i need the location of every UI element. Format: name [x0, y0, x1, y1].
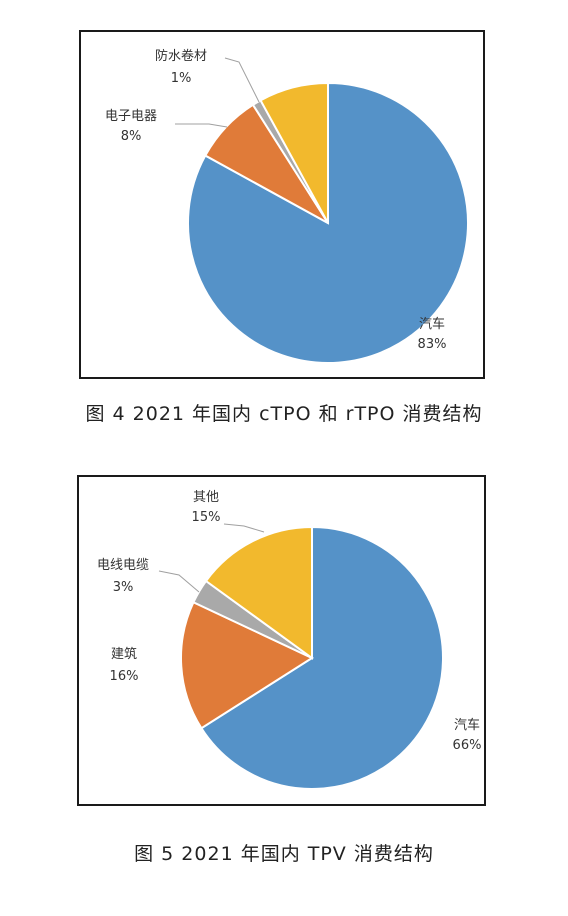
leader-line: [175, 123, 228, 128]
leader-line: [223, 523, 265, 533]
slice-label: 建筑: [111, 646, 137, 662]
leader-line: [158, 570, 200, 593]
pie-chart-tpv: 汽车 66% 建筑 16% 电线电缆 3% 其他 15%: [77, 475, 486, 806]
slice-value-label: 8%: [121, 129, 142, 144]
slice-value-label: 1%: [171, 71, 192, 86]
pie-slice-建筑: [180, 600, 315, 730]
slice-value-label: 15%: [192, 510, 221, 525]
slice-value-label: 16%: [110, 669, 139, 684]
pie-slice-slice-3: [259, 81, 329, 224]
slice-label: 电子电器: [105, 109, 157, 124]
slice-label: 其他: [193, 490, 219, 505]
slice-label: 电线电缆: [97, 557, 149, 573]
slice-label: 防水卷材: [155, 48, 207, 64]
pie-chart-ctpo-rtpo: 汽车 83% 电子电器 8% 防水卷材 1%: [79, 30, 485, 379]
slice-value-label: 83%: [418, 337, 447, 352]
slice-label: 汽车: [454, 717, 480, 733]
pie-slice-其他: [204, 525, 313, 660]
pie-chart-tpv-svg: 汽车 66% 建筑 16% 电线电缆 3% 其他 15%: [97, 490, 482, 790]
slice-value-label: 66%: [453, 738, 482, 753]
pie-slice-汽车: [200, 525, 444, 790]
slice-label: 汽车: [419, 316, 445, 332]
pie-chart-ctpo-svg: 汽车 83% 电子电器 8% 防水卷材 1%: [105, 48, 469, 364]
slice-value-label: 3%: [113, 580, 134, 595]
leader-line: [224, 57, 260, 103]
figure-caption-4: 图 4 2021 年国内 cTPO 和 rTPO 消费结构: [85, 403, 483, 425]
figure-caption-5: 图 5 2021 年国内 TPV 消费结构: [134, 843, 434, 865]
